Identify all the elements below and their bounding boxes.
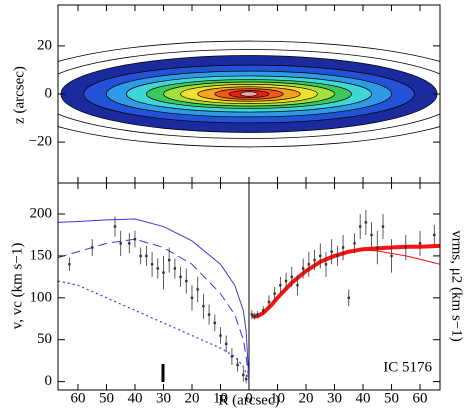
data-point	[133, 237, 137, 241]
x-tick-label: 0	[245, 390, 253, 406]
data-point	[364, 221, 368, 224]
data-point	[336, 254, 339, 258]
data-point	[376, 246, 379, 249]
model-curve	[58, 280, 250, 382]
data-point	[301, 267, 305, 270]
data-point	[224, 342, 228, 346]
data-point	[213, 321, 216, 325]
data-point	[253, 315, 256, 318]
contour-line	[58, 40, 440, 148]
data-point	[167, 258, 171, 262]
data-point	[330, 250, 333, 253]
x-tick-label: 20	[184, 390, 199, 406]
x-tick-label: 10	[270, 390, 285, 406]
model-curve	[58, 218, 250, 382]
data-point	[324, 263, 328, 266]
data-point	[68, 263, 71, 266]
data-point	[119, 242, 122, 245]
data-point	[341, 246, 345, 249]
curve-panel	[58, 183, 440, 390]
bottom-frame	[57, 182, 441, 391]
x-tick-label: 20	[299, 390, 314, 406]
data-point	[404, 246, 407, 249]
data-point	[290, 275, 293, 279]
data-point	[185, 279, 188, 283]
contour-line	[58, 49, 440, 139]
y2-axis-label: vrms, μ2 (km s−1)	[449, 230, 465, 342]
data-point	[190, 296, 194, 300]
data-point	[179, 275, 182, 279]
model-curve	[58, 238, 250, 382]
data-point	[236, 363, 239, 367]
image-panel	[58, 40, 440, 148]
y-tick-label: 0	[45, 373, 53, 389]
data-point	[307, 263, 311, 266]
isophote	[240, 91, 258, 97]
model-curve	[251, 249, 440, 317]
data-point	[433, 233, 436, 237]
y-tick-label: 20	[37, 37, 52, 53]
y-tick-label: −20	[29, 134, 52, 150]
y-tick-label: 0	[45, 85, 53, 101]
data-point	[267, 300, 271, 304]
data-point	[296, 284, 299, 287]
data-point	[313, 258, 316, 262]
data-point	[219, 334, 222, 337]
data-point	[279, 284, 282, 287]
data-point	[91, 246, 94, 249]
data-point	[381, 225, 385, 228]
data-point	[262, 309, 265, 312]
data-point	[156, 267, 159, 270]
annotation: IC 5176	[383, 359, 432, 375]
data-point	[173, 267, 177, 270]
y-tick-label: 100	[30, 289, 53, 305]
x-tick-label: 30	[327, 390, 342, 406]
data-point	[242, 373, 245, 377]
data-point	[390, 254, 393, 258]
data-point	[370, 233, 373, 237]
x-tick-label: 40	[356, 390, 371, 406]
data-point	[347, 296, 350, 300]
x-tick-label: 60	[413, 390, 428, 406]
x-tick-label: 30	[156, 390, 171, 406]
data-point	[273, 292, 276, 295]
data-point	[244, 377, 248, 381]
y-axis-label: z (arcsec)	[11, 66, 27, 124]
data-point	[284, 279, 288, 283]
x-tick-label: 50	[99, 390, 114, 406]
data-point	[113, 225, 117, 228]
data-point	[207, 313, 211, 316]
data-point	[145, 254, 148, 258]
data-point	[150, 263, 154, 266]
data-point	[418, 242, 422, 245]
y-tick-label: 150	[30, 247, 53, 263]
data-point	[250, 313, 254, 316]
x-tick-label: 40	[127, 390, 142, 406]
y-tick-label: 200	[30, 205, 53, 221]
data-point	[230, 355, 234, 358]
data-point	[202, 304, 205, 308]
data-point	[139, 254, 142, 258]
y-axis-label: v, vc (km s−1)	[9, 243, 25, 330]
data-point	[353, 242, 356, 245]
data-point	[256, 313, 259, 316]
data-point	[196, 288, 199, 291]
x-tick-label: 10	[213, 390, 228, 406]
data-point	[319, 254, 322, 258]
y-tick-label: 50	[37, 331, 52, 347]
x-axis-label: R (arcsec)	[218, 392, 279, 408]
data-point	[162, 271, 165, 274]
data-point	[358, 225, 362, 228]
data-point	[128, 242, 131, 245]
x-tick-label: 50	[384, 390, 399, 406]
x-tick-label: 60	[70, 390, 85, 406]
